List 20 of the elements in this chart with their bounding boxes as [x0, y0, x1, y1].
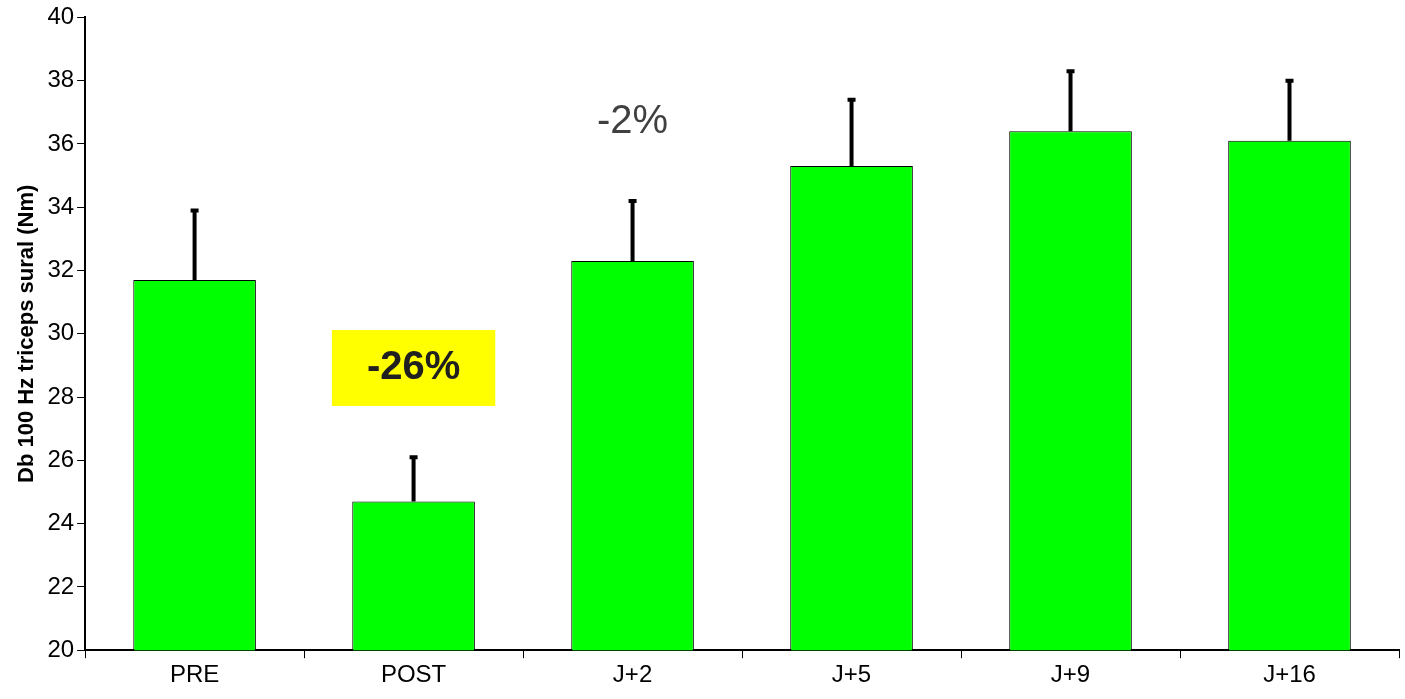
y-tick-label: 34	[47, 191, 75, 219]
y-tick-label: 40	[47, 2, 75, 30]
x-tick-label: J+5	[831, 660, 872, 688]
y-tick-label: 26	[47, 444, 75, 472]
y-axis-title: Db 100 Hz triceps sural (Nm)	[13, 184, 39, 483]
y-tick-label: 38	[47, 65, 75, 93]
x-tick-label: J+9	[1050, 660, 1091, 688]
y-tick-label: 28	[47, 381, 75, 409]
y-tick-label: 30	[47, 318, 75, 346]
y-tick-label: 20	[47, 634, 75, 662]
y-tick-label: 24	[47, 508, 75, 536]
y-tick-label: 22	[47, 571, 75, 599]
x-tick-label: J+16	[1263, 660, 1316, 688]
annotation: -2%	[596, 97, 669, 142]
x-tick-label: POST	[380, 660, 447, 688]
annotation: -26%	[366, 343, 461, 387]
x-tick-label: PRE	[169, 660, 220, 688]
y-tick-label: 36	[47, 128, 75, 156]
y-tick-label: 32	[47, 255, 75, 283]
x-tick-label: J+2	[612, 660, 653, 688]
